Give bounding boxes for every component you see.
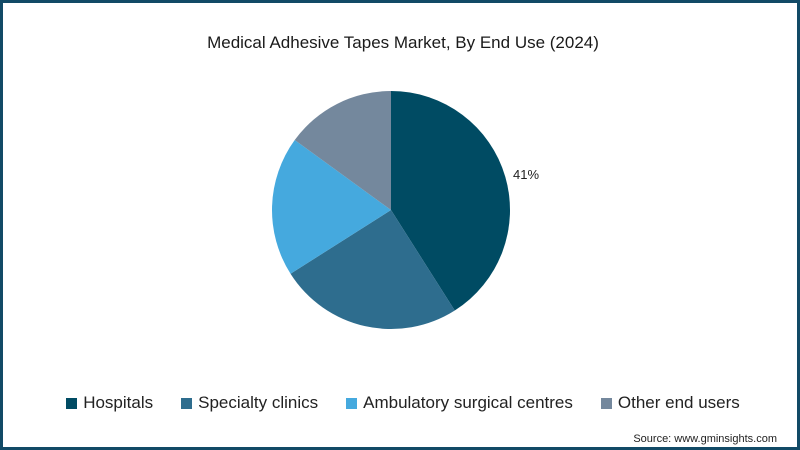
legend: Hospitals Specialty clinics Ambulatory s…	[3, 393, 800, 413]
legend-label: Other end users	[617, 393, 740, 412]
legend-item-specialty-clinics: Specialty clinics	[181, 393, 318, 413]
legend-swatch-other	[600, 397, 612, 409]
slice-label-hospitals: 41%	[513, 167, 539, 182]
chart-title: Medical Adhesive Tapes Market, By End Us…	[207, 33, 599, 52]
pie-svg: 41%	[272, 90, 539, 329]
pie-slice-specialty-clinics	[290, 210, 455, 329]
legend-swatch-hospitals	[66, 397, 78, 409]
legend-label: Specialty clinics	[198, 393, 319, 412]
pie-slice-other-end-users	[294, 91, 391, 210]
pie-slice-hospitals	[391, 90, 511, 311]
pie-slice-ambulatory-surgical-centres	[272, 140, 391, 274]
legend-item-other: Other end users	[600, 393, 740, 413]
source-note: Source: www.gminsights.com	[633, 433, 777, 445]
legend-item-ambulatory: Ambulatory surgical centres	[346, 393, 573, 413]
pie-chart: 41%	[3, 3, 800, 383]
legend-swatch-ambulatory	[346, 397, 358, 409]
legend-swatch-specialty-clinics	[181, 397, 193, 409]
legend-label: Ambulatory surgical centres	[363, 393, 573, 412]
legend-label: Hospitals	[83, 393, 154, 412]
legend-item-hospitals: Hospitals	[66, 393, 153, 413]
